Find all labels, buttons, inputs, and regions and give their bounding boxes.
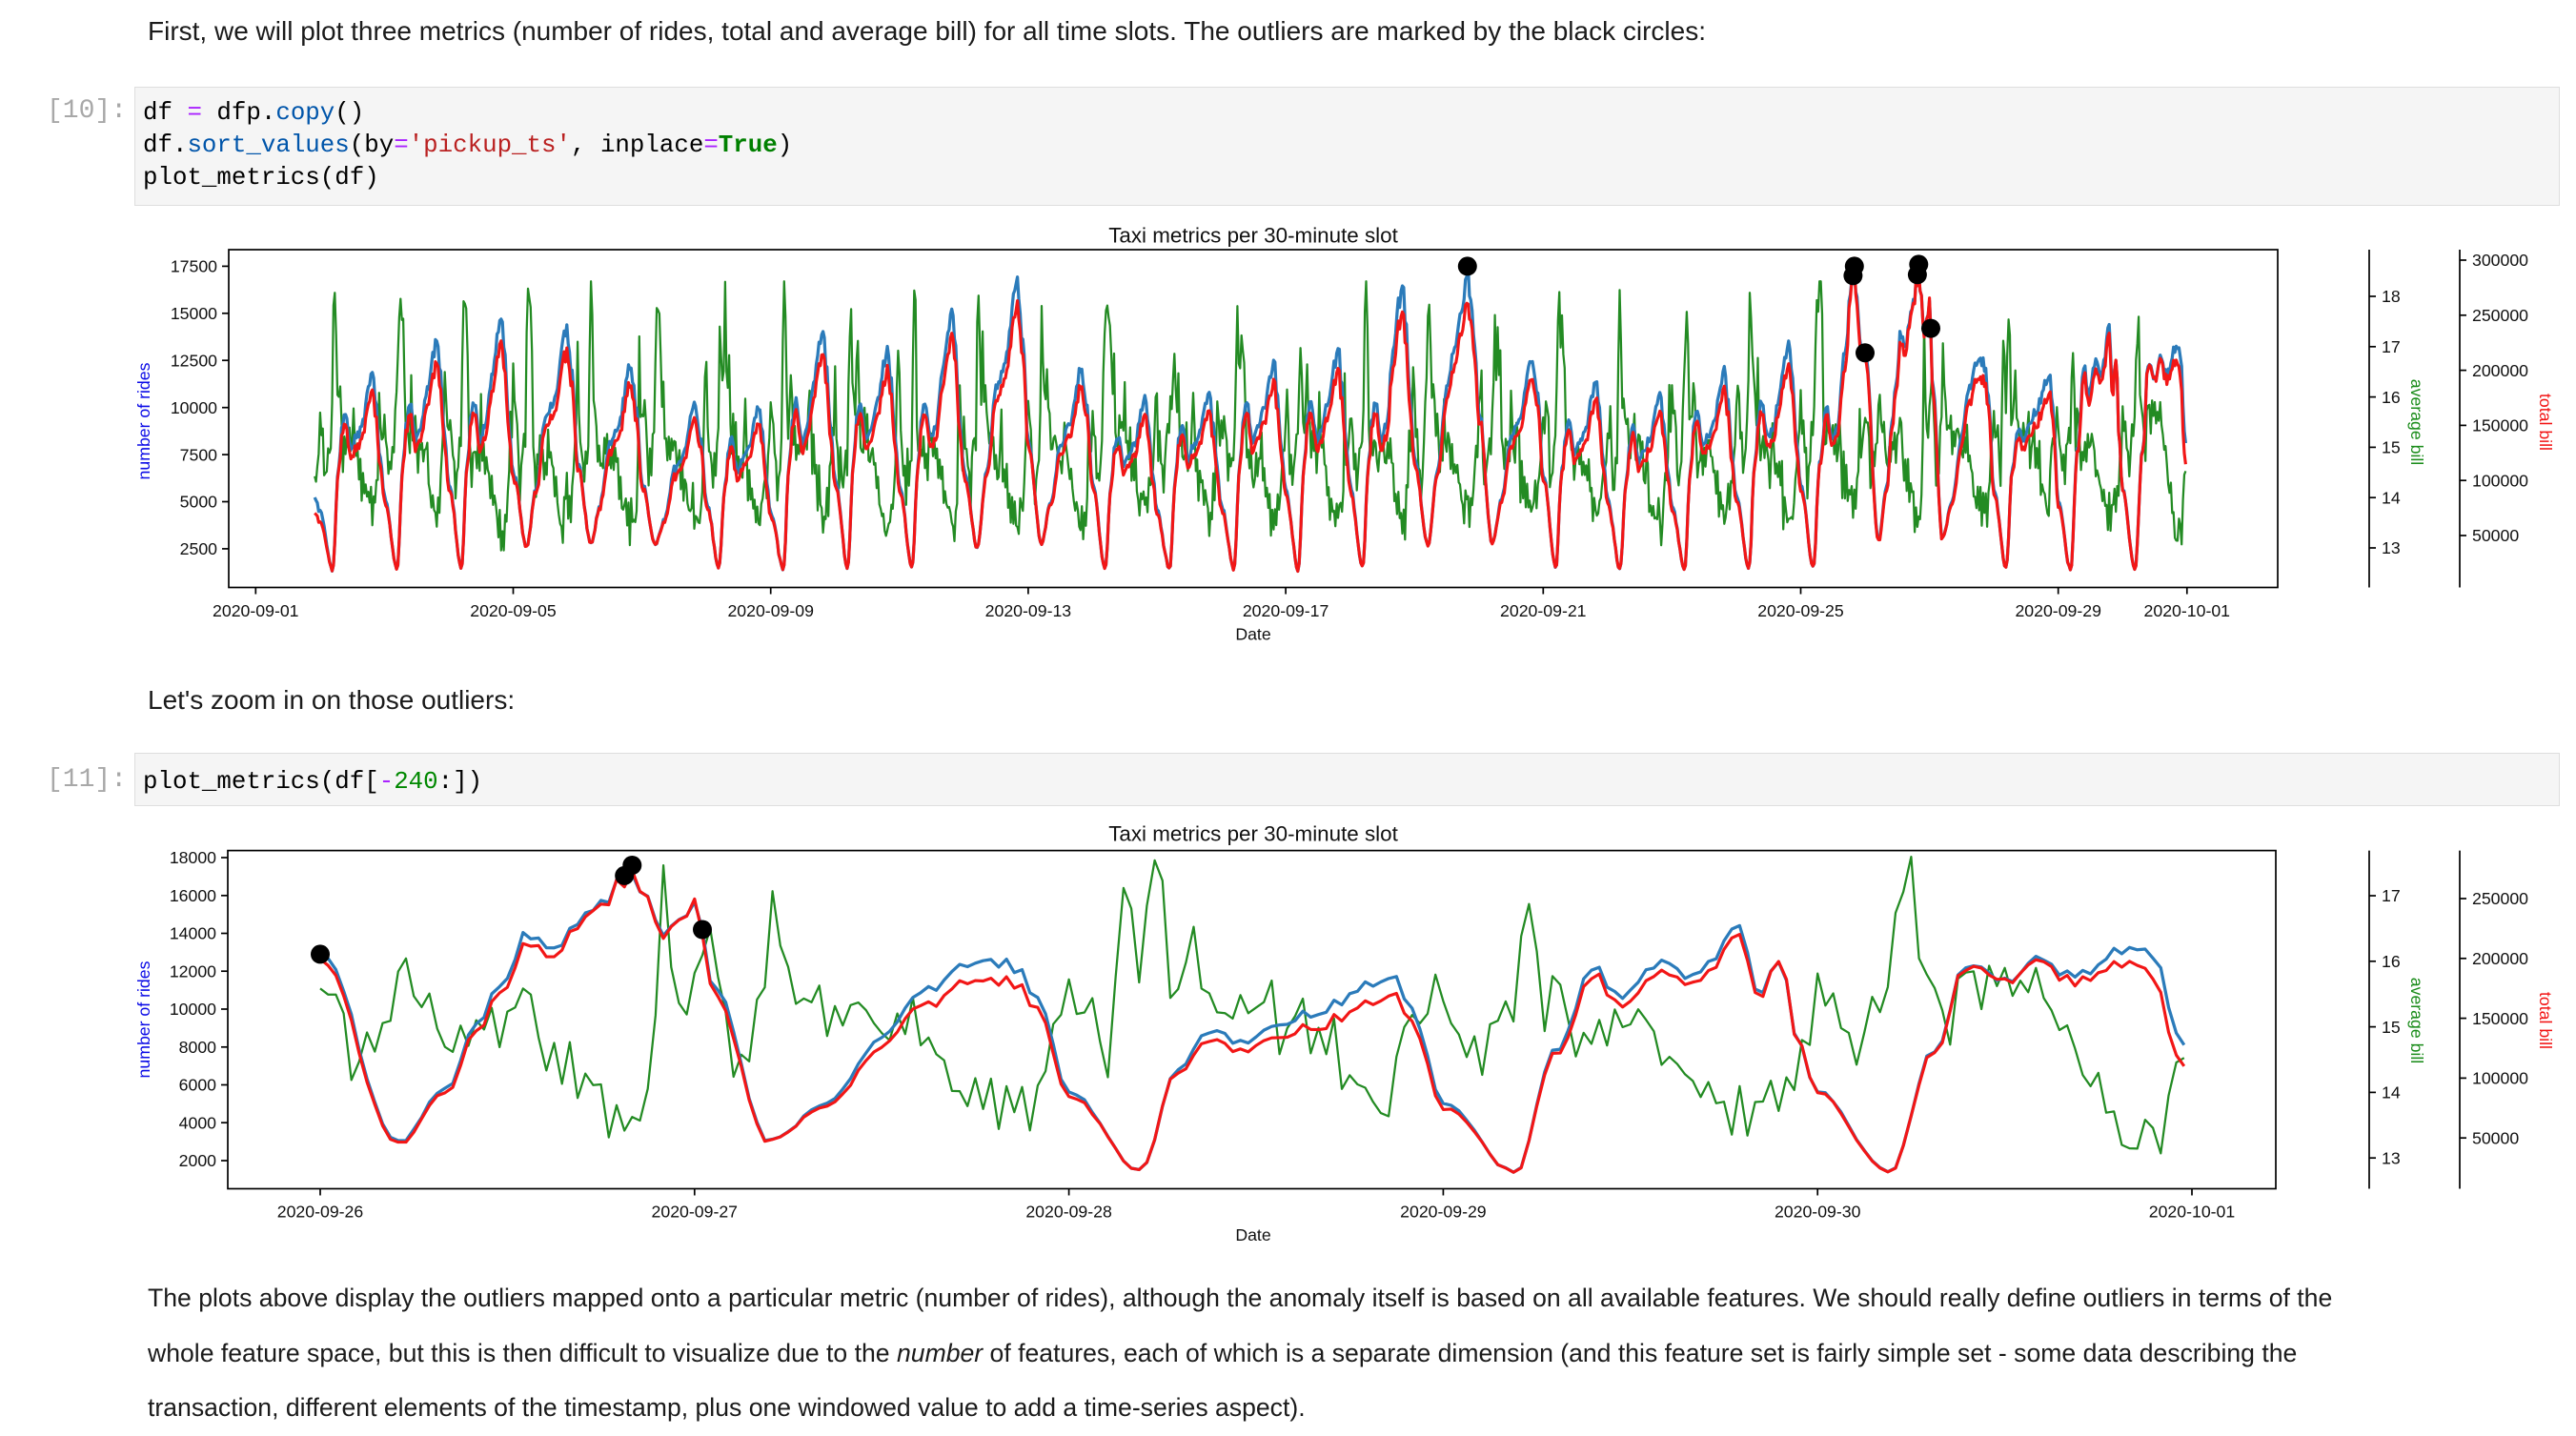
svg-text:2020-09-28: 2020-09-28	[1025, 1203, 1112, 1222]
svg-text:2020-09-01: 2020-09-01	[213, 601, 298, 620]
svg-text:15: 15	[2382, 438, 2401, 457]
svg-text:total bill: total bill	[2536, 992, 2555, 1049]
svg-text:14: 14	[2382, 488, 2401, 507]
svg-text:2020-09-30: 2020-09-30	[1775, 1203, 1861, 1222]
svg-text:16: 16	[2382, 388, 2401, 407]
svg-text:15000: 15000	[171, 304, 217, 323]
svg-text:6000: 6000	[179, 1076, 217, 1095]
svg-text:2020-09-29: 2020-09-29	[1400, 1203, 1486, 1222]
svg-text:100000: 100000	[2472, 1069, 2528, 1088]
svg-text:2020-09-29: 2020-09-29	[2015, 601, 2100, 620]
svg-text:300000: 300000	[2472, 251, 2528, 270]
svg-text:number of rides: number of rides	[134, 961, 153, 1078]
svg-text:150000: 150000	[2472, 1009, 2528, 1028]
svg-text:250000: 250000	[2472, 306, 2528, 325]
svg-text:Date: Date	[1235, 1225, 1271, 1244]
svg-text:14: 14	[2382, 1083, 2401, 1102]
svg-text:Taxi metrics per 30-minute slo: Taxi metrics per 30-minute slot	[1108, 224, 1398, 248]
svg-text:14000: 14000	[170, 924, 216, 943]
svg-text:18000: 18000	[170, 848, 216, 867]
svg-text:Taxi metrics per 30-minute slo: Taxi metrics per 30-minute slot	[1108, 822, 1398, 846]
svg-text:200000: 200000	[2472, 949, 2528, 968]
svg-text:average bill: average bill	[2407, 379, 2426, 465]
svg-text:7500: 7500	[180, 445, 218, 464]
svg-text:Date: Date	[1235, 625, 1271, 644]
svg-text:2020-09-25: 2020-09-25	[1757, 601, 1844, 620]
svg-text:2020-09-21: 2020-09-21	[1500, 601, 1586, 620]
svg-text:total bill: total bill	[2536, 394, 2555, 451]
svg-text:2020-09-27: 2020-09-27	[652, 1203, 738, 1222]
svg-text:8000: 8000	[179, 1038, 217, 1057]
svg-text:12000: 12000	[170, 962, 216, 981]
svg-text:18: 18	[2382, 287, 2401, 306]
svg-text:13: 13	[2382, 538, 2401, 557]
svg-text:16000: 16000	[170, 886, 216, 905]
svg-text:5000: 5000	[180, 493, 218, 512]
svg-text:10000: 10000	[170, 1000, 216, 1019]
svg-text:12500: 12500	[171, 351, 217, 370]
svg-text:2020-10-01: 2020-10-01	[2149, 1203, 2235, 1222]
svg-text:average bill: average bill	[2407, 978, 2426, 1063]
svg-text:17500: 17500	[171, 257, 217, 276]
svg-text:2020-09-13: 2020-09-13	[985, 601, 1072, 620]
svg-text:10000: 10000	[171, 398, 217, 417]
svg-text:4000: 4000	[179, 1114, 217, 1133]
svg-text:2020-10-01: 2020-10-01	[2144, 601, 2230, 620]
svg-text:2020-09-09: 2020-09-09	[727, 601, 813, 620]
svg-text:13: 13	[2382, 1148, 2401, 1167]
svg-text:17: 17	[2382, 337, 2401, 356]
svg-text:2000: 2000	[179, 1151, 217, 1170]
svg-text:150000: 150000	[2472, 416, 2528, 435]
svg-text:250000: 250000	[2472, 889, 2528, 908]
svg-text:50000: 50000	[2472, 1128, 2519, 1147]
svg-text:100000: 100000	[2472, 471, 2528, 490]
svg-text:15: 15	[2382, 1018, 2401, 1037]
svg-text:2500: 2500	[180, 539, 218, 558]
svg-text:17: 17	[2382, 886, 2401, 905]
svg-text:200000: 200000	[2472, 361, 2528, 380]
svg-text:16: 16	[2382, 952, 2401, 971]
svg-text:number of rides: number of rides	[134, 362, 153, 479]
svg-text:2020-09-26: 2020-09-26	[277, 1203, 364, 1222]
svg-text:2020-09-17: 2020-09-17	[1243, 601, 1329, 620]
svg-text:50000: 50000	[2472, 526, 2519, 545]
svg-text:2020-09-05: 2020-09-05	[470, 601, 557, 620]
